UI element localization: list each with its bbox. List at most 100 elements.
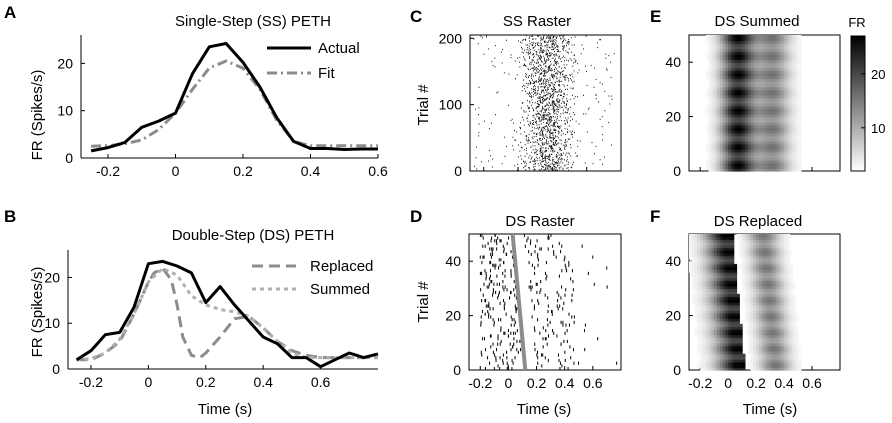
heatmap-cell: [708, 307, 712, 311]
heatmap-cell: [705, 94, 710, 99]
heatmap-cell: [784, 315, 788, 319]
heatmap-cell: [708, 162, 712, 167]
heatmap-cell: [764, 329, 768, 333]
heatmap-cell: [789, 78, 794, 82]
heatmap-cell: [786, 84, 791, 88]
heatmap-cell: [714, 40, 718, 44]
heatmap-cell: [761, 108, 766, 112]
heatmap-cell: [753, 162, 757, 167]
y-tick-label: 200: [439, 30, 463, 46]
x-tick-label: -0.2: [96, 163, 120, 179]
heatmap-cell: [764, 361, 768, 366]
heatmap-cell: [761, 307, 766, 311]
heatmap-cell: [719, 162, 724, 167]
heatmap-cell: [767, 367, 771, 371]
heatmap-cell: [756, 48, 760, 52]
heatmap-cell: [770, 143, 774, 148]
heatmap-cell: [767, 86, 771, 90]
heatmap-cell: [764, 288, 768, 292]
heatmap-cell: [753, 168, 757, 172]
heatmap-cell: [691, 277, 696, 281]
heatmap-cell: [764, 48, 768, 52]
heatmap-cell: [784, 337, 788, 341]
heatmap-cell: [784, 351, 788, 355]
heatmap-cell: [742, 138, 746, 142]
panel-b-legend: Replaced Summed: [252, 258, 373, 298]
heatmap-cell: [719, 283, 724, 287]
heatmap-cell: [756, 108, 760, 112]
heatmap-cell: [756, 337, 760, 341]
heatmap-cell: [784, 160, 788, 164]
heatmap-cell: [756, 329, 760, 333]
heatmap-cell: [725, 108, 729, 112]
heatmap-cell: [711, 124, 715, 129]
heatmap-cell: [775, 315, 780, 319]
heatmap-cell: [711, 62, 715, 66]
heatmap-cell: [764, 342, 768, 347]
heatmap-cell: [742, 146, 746, 150]
heatmap-cell: [742, 94, 746, 99]
heatmap-cell: [725, 143, 729, 148]
heatmap-cell: [705, 334, 710, 338]
heatmap-cell: [798, 116, 802, 120]
heatmap-cell: [767, 113, 771, 118]
heatmap-cell: [694, 291, 698, 295]
heatmap-cell: [750, 75, 754, 80]
heatmap-cell: [778, 165, 782, 169]
heatmap-cell: [739, 340, 743, 344]
heatmap-cell: [736, 321, 740, 325]
heatmap-cell: [711, 135, 715, 139]
heatmap-cell: [714, 54, 718, 58]
heatmap-cell: [795, 340, 799, 344]
heatmap-cell: [722, 367, 726, 371]
heatmap-cell: [753, 310, 757, 314]
heatmap-cell: [742, 157, 746, 161]
heatmap-cell: [789, 315, 794, 319]
heatmap-cell: [775, 81, 780, 85]
heatmap-cell: [775, 304, 780, 308]
heatmap-cell: [747, 152, 752, 156]
x-tick-label: 0: [172, 163, 180, 179]
heatmap-cell: [761, 116, 766, 120]
heatmap-cell: [798, 97, 802, 101]
heatmap-cell: [789, 345, 794, 349]
heatmap-cell: [756, 111, 760, 115]
heatmap-cell: [694, 318, 698, 322]
heatmap-cell: [750, 105, 754, 109]
heatmap-cell: [719, 299, 724, 303]
heatmap-cell: [761, 56, 766, 61]
heatmap-cell: [736, 334, 740, 338]
heatmap-cell: [717, 132, 721, 137]
heatmap-cell: [744, 285, 749, 289]
heatmap-cell: [758, 348, 763, 352]
heatmap-cell: [750, 280, 754, 284]
heatmap-cell: [770, 135, 774, 139]
heatmap-cell: [778, 135, 782, 139]
heatmap-cell: [717, 359, 721, 363]
heatmap-cell: [711, 283, 715, 287]
heatmap-cell: [736, 168, 740, 172]
heatmap-cell: [772, 127, 777, 131]
heatmap-cell: [753, 323, 757, 328]
heatmap-cell: [753, 43, 757, 47]
heatmap-cell: [798, 64, 802, 69]
heatmap-cell: [798, 108, 802, 112]
heatmap-cell: [761, 302, 766, 306]
heatmap-cell: [764, 312, 768, 317]
heatmap-cell: [775, 318, 780, 322]
heatmap-cell: [781, 302, 785, 306]
heatmap-cell: [789, 124, 794, 129]
heatmap-cell: [750, 113, 754, 118]
heatmap-cell: [772, 162, 777, 167]
heatmap-cell: [786, 315, 791, 319]
heatmap-cell: [784, 97, 788, 101]
heatmap-cell: [795, 56, 799, 61]
heatmap-cell: [786, 143, 791, 148]
heatmap-cell: [725, 135, 729, 139]
heatmap-cell: [700, 337, 704, 341]
heatmap-cell: [736, 119, 740, 123]
heatmap-cell: [795, 35, 799, 39]
heatmap-cell: [719, 43, 724, 47]
heatmap-cell: [728, 312, 732, 317]
heatmap-cell: [770, 318, 774, 322]
